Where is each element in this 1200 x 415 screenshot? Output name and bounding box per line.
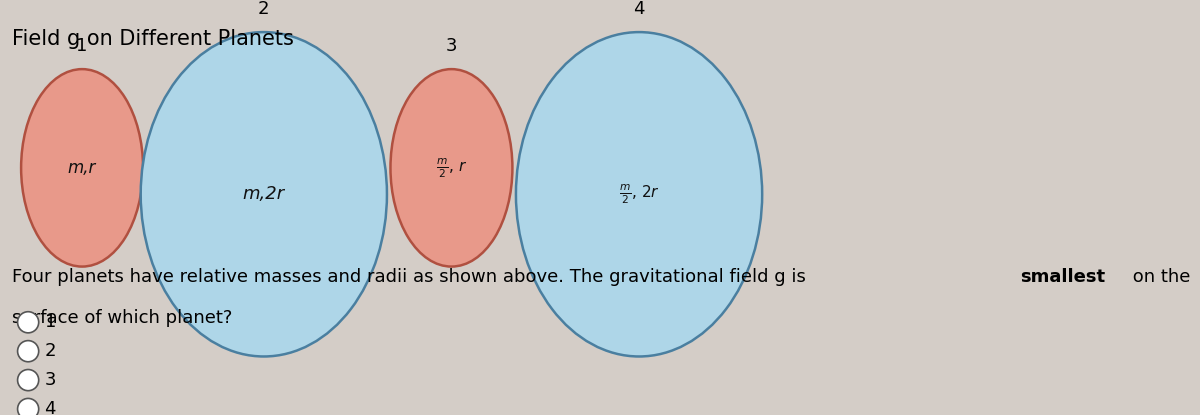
Ellipse shape xyxy=(18,341,38,362)
Text: 2: 2 xyxy=(44,342,56,360)
Ellipse shape xyxy=(140,32,386,356)
Text: $\frac{m}{2}$, $2r$: $\frac{m}{2}$, $2r$ xyxy=(619,183,660,206)
Text: $\frac{m}{2}$, $r$: $\frac{m}{2}$, $r$ xyxy=(436,156,467,180)
Text: Four planets have relative masses and radii as shown above. The gravitational fi: Four planets have relative masses and ra… xyxy=(12,269,811,286)
Text: 1: 1 xyxy=(77,37,88,55)
Text: surface of which planet?: surface of which planet? xyxy=(12,309,232,327)
Text: 3: 3 xyxy=(44,371,56,389)
Ellipse shape xyxy=(18,312,38,333)
Text: m,r: m,r xyxy=(68,159,96,177)
Ellipse shape xyxy=(22,69,143,266)
Text: 1: 1 xyxy=(44,313,56,331)
Ellipse shape xyxy=(390,69,512,266)
Ellipse shape xyxy=(18,369,38,391)
Text: 2: 2 xyxy=(258,0,270,18)
Text: 4: 4 xyxy=(44,400,56,415)
Text: on the: on the xyxy=(1127,269,1190,286)
Text: 4: 4 xyxy=(634,0,644,18)
Text: 3: 3 xyxy=(445,37,457,55)
Text: m,2r: m,2r xyxy=(242,185,284,203)
Text: smallest: smallest xyxy=(1020,269,1105,286)
Ellipse shape xyxy=(516,32,762,356)
Ellipse shape xyxy=(18,398,38,415)
Text: Field g on Different Planets: Field g on Different Planets xyxy=(12,29,294,49)
